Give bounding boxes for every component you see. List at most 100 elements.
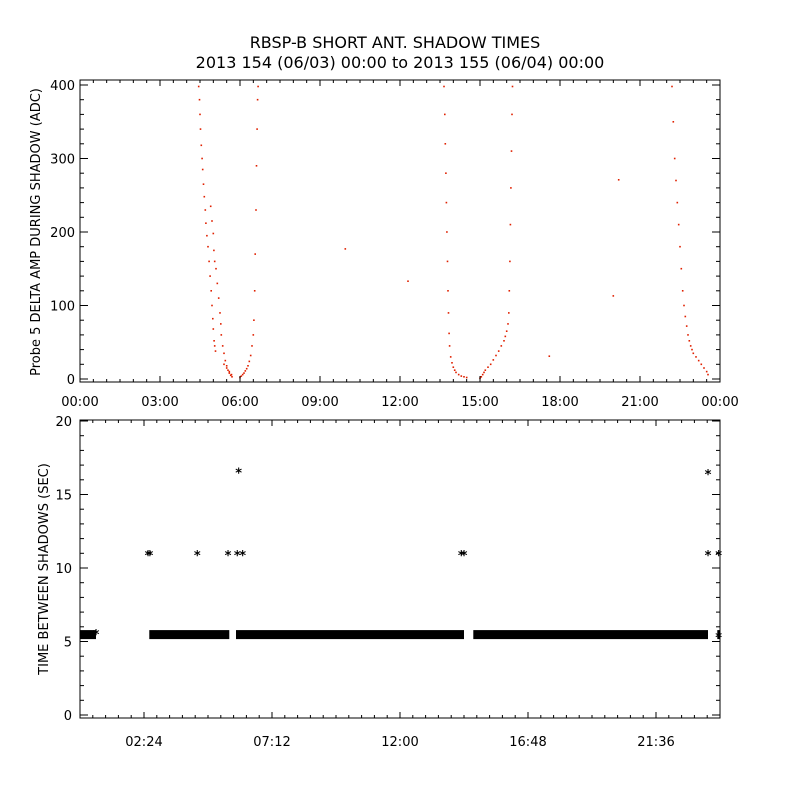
shadow-amp-point [203,195,206,198]
shadow-amp-point [691,348,693,351]
shadow-amp-point [489,363,492,366]
top-y-axis-label: Probe 5 DELTA AMP DURING SHADOW (ADC) [29,88,44,376]
shadow-amp-point [451,362,453,364]
gap-star-point: * [194,549,201,564]
shadow-amp-point [198,98,201,101]
shadow-amp-point [221,345,224,347]
shadow-amp-point [216,282,219,285]
shadow-amp-point [256,98,259,101]
shadow-amp-point [679,245,681,248]
shadow-amp-point [223,352,225,355]
shadow-amp-point [481,373,484,376]
shadow-amp-point [675,179,677,182]
shadow-amp-point [344,248,347,250]
shadow-amp-point [210,290,212,292]
bottom-points-layer: *** * **** **** ** [80,467,722,646]
shadow-amp-point [681,290,684,292]
shadow-amp-point [255,209,257,211]
shadow-amp-point [452,366,455,368]
shadow-amp-point [231,376,233,378]
shadow-amp-point [200,144,203,147]
shadow-amp-point [492,359,495,361]
gap-baseline-band [236,630,464,640]
shadow-amp-point [220,334,223,336]
shadow-amp-point [204,209,207,211]
shadow-amp-point [206,234,208,237]
shadow-amp-point [251,345,253,347]
shadow-amp-point [509,223,512,226]
top-y-tick-label: 200 [50,226,75,241]
shadow-amp-point [449,356,452,358]
top-x-tick-label: 00:00 [701,395,738,410]
shadow-amp-point [201,168,204,171]
shadow-amp-point [689,345,692,347]
top-y-tick-label: 0 [67,373,75,388]
shadow-amp-point [500,345,503,347]
shadow-amp-point [224,359,227,362]
top-ticks-layer: 00:00 03:00 06:00 09:00 12:00 15:00 18:00 21:00… [50,79,739,410]
bottom-x-tick-label: 02:24 [125,735,162,750]
shadow-amp-point [695,356,697,358]
shadow-amp-point [505,330,508,332]
shadow-amp-point [508,312,510,314]
shadow-amp-point [685,325,688,327]
shadow-amp-point [241,373,244,376]
shadow-amp-point [201,157,203,160]
gap-star-point: * [461,549,468,564]
shadow-amp-point [253,319,255,321]
shadow-amp-point [509,260,511,263]
shadow-amp-point [460,375,463,377]
gap-baseline-band [80,630,96,640]
shadow-amp-point [199,128,202,130]
bottom-x-tick-label: 21:36 [637,735,674,750]
gap-star-point: * [715,549,722,564]
gap-star-point: * [234,549,241,564]
shadow-amp-point [480,376,483,378]
shadow-amp-point [447,312,450,314]
shadow-amp-point [677,223,680,226]
shadow-amp-point [407,280,409,282]
bottom-y-axis-label: TIME BETWEEN SHADOWS (SEC) [37,463,52,676]
shadow-amp-point [673,157,676,160]
bottom-y-tick-label: 0 [64,709,72,724]
shadow-amp-point [688,340,691,342]
bottom-y-tick-label: 20 [55,415,72,430]
shadow-amp-point [463,376,465,378]
shadow-amp-point [612,295,615,297]
shadow-amp-point [209,205,212,208]
shadow-amp-point [444,143,447,145]
shadow-amp-point [443,85,445,88]
bottom-x-tick-label: 12:00 [381,735,418,750]
shadow-amp-point [245,367,248,370]
shadow-amp-point [503,340,505,342]
shadow-amp-point [510,187,512,189]
bottom-x-tick-label: 07:12 [253,735,290,750]
gap-star-point: * [93,628,100,643]
gap-star-point: * [145,549,152,564]
shadow-amp-point [219,312,221,314]
shadow-amp-point [445,172,447,174]
top-y-tick-label: 100 [50,300,75,315]
shadow-amp-point [511,85,514,88]
shadow-amp-point [487,366,489,368]
top-x-tick-label: 12:00 [381,395,418,410]
shadow-amp-point [223,363,225,366]
shadow-amp-point [508,290,511,292]
shadow-amp-point [703,367,705,369]
shadow-amp-point [511,113,513,116]
shadow-amp-point [197,85,200,88]
shadow-amp-point [209,275,211,277]
shadow-amp-point [465,376,468,379]
bottom-y-tick-label: 15 [55,489,72,504]
shadow-amp-point [683,304,685,307]
shadow-amp-point [228,372,231,374]
shadow-amp-point [243,372,245,374]
shadow-amp-point [205,222,207,224]
gap-baseline-band [149,630,230,640]
top-plot-frame [79,79,721,383]
gap-star-point: * [705,468,712,483]
shadow-amp-point [507,323,509,325]
shadow-amp-point [252,334,255,336]
shadow-amp-point [213,260,216,263]
shadow-amp-point [700,363,703,366]
